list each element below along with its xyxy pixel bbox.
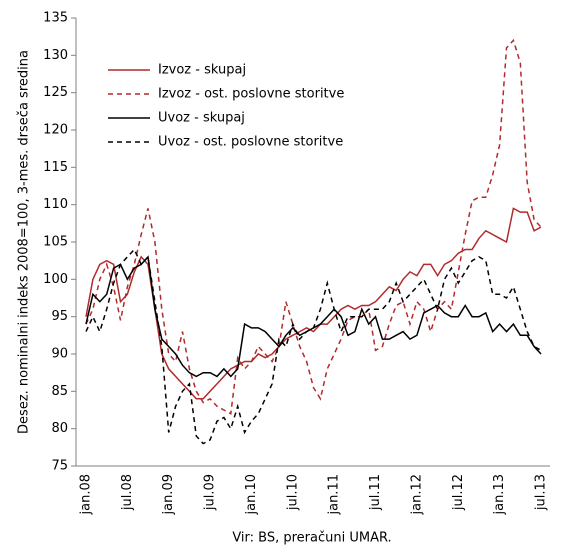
y-tick-label: 130 — [43, 48, 68, 63]
x-tick-label: jan.13 — [492, 474, 507, 516]
x-tick-label: jul.09 — [203, 474, 218, 511]
x-tick-label: jul.08 — [120, 474, 135, 511]
x-tick-label: jan.08 — [79, 474, 94, 516]
x-tick-label: jul.10 — [285, 474, 300, 511]
x-tick-label: jan.11 — [327, 474, 342, 516]
y-axis-label: Desez. nominalni indeks 2008=100, 3-mes.… — [17, 50, 32, 434]
series-line — [85, 207, 542, 400]
y-tick-label: 120 — [43, 123, 68, 138]
series-line — [85, 38, 542, 415]
y-tick-label: 75 — [51, 459, 68, 474]
legend-label: Izvoz - ost. poslovne storitve — [158, 87, 344, 102]
series-line — [85, 248, 542, 445]
y-tick-label: 90 — [51, 347, 68, 362]
x-tick-label: jan.12 — [409, 474, 424, 516]
x-tick-label: jan.09 — [161, 474, 176, 516]
y-tick-label: 95 — [51, 309, 68, 324]
x-tick-label: jan.10 — [244, 474, 259, 516]
y-tick-label: 115 — [43, 160, 68, 175]
series-line — [85, 255, 542, 378]
y-tick-label: 135 — [43, 11, 68, 26]
y-tick-label: 105 — [43, 235, 68, 250]
legend-label: Uvoz - ost. poslovne storitve — [158, 135, 343, 150]
y-tick-label: 85 — [51, 384, 68, 399]
y-tick-label: 125 — [43, 85, 68, 100]
x-tick-label: jul.11 — [368, 474, 383, 511]
x-tick-label: jul.13 — [534, 474, 549, 511]
source: Vir: BS, preračuni UMAR. — [232, 531, 391, 546]
legend-label: Izvoz - skupaj — [158, 63, 246, 78]
y-tick-label: 80 — [51, 421, 68, 436]
y-tick-label: 100 — [43, 272, 68, 287]
legend-label: Uvoz - skupaj — [158, 111, 245, 126]
x-tick-label: jul.12 — [451, 474, 466, 511]
y-tick-label: 110 — [43, 197, 68, 212]
